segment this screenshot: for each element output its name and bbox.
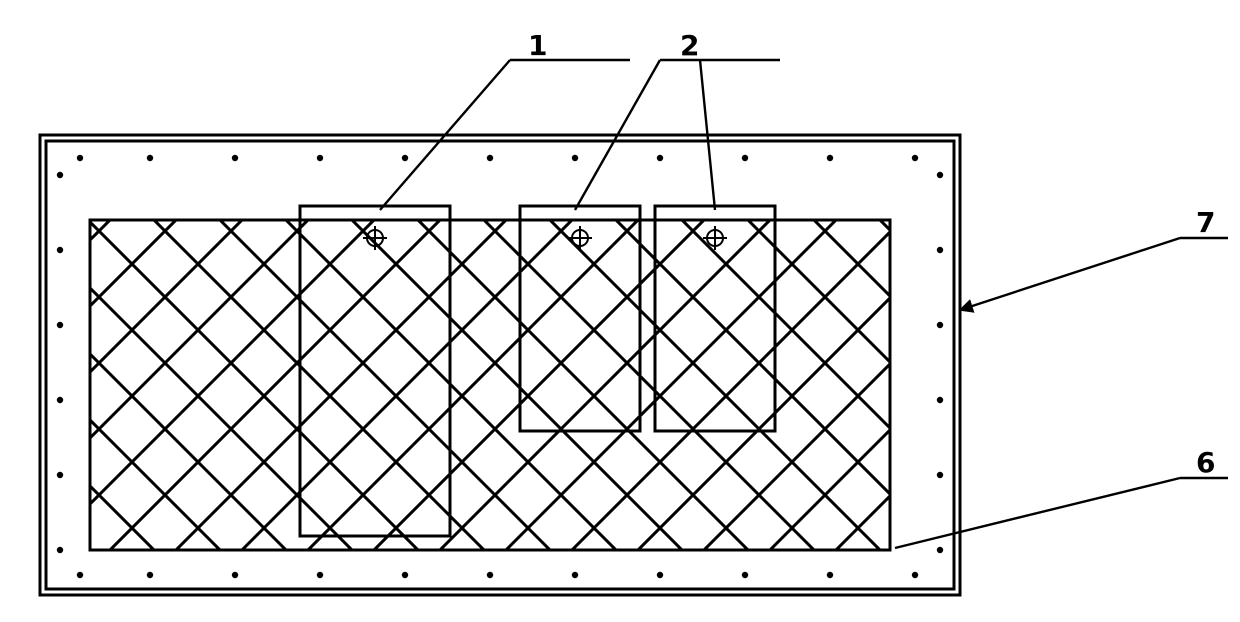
rivet-dot <box>77 155 83 161</box>
rivet-dot <box>402 572 408 578</box>
rivet-dot <box>912 155 918 161</box>
callout-label-c6: 6 <box>1196 446 1215 479</box>
rivet-dot <box>827 155 833 161</box>
rivet-dot <box>57 472 63 478</box>
technical-drawing: 1 2 7 6 <box>0 0 1240 622</box>
callout-leader <box>895 478 1180 548</box>
rivet-dot <box>317 572 323 578</box>
rivet-dot <box>77 572 83 578</box>
rivet-dot <box>937 172 943 178</box>
rivet-dot <box>232 572 238 578</box>
callout-label-c7: 7 <box>1196 206 1215 239</box>
callout-label-c1: 1 <box>528 29 547 62</box>
rivet-dot <box>147 155 153 161</box>
rivet-dot <box>657 572 663 578</box>
rivet-dot <box>937 322 943 328</box>
rivet-dot <box>232 155 238 161</box>
rivet-dot <box>912 572 918 578</box>
rivet-dot <box>487 155 493 161</box>
rivet-dot <box>402 155 408 161</box>
rivet-dot <box>57 322 63 328</box>
rivet-dot <box>317 155 323 161</box>
rivet-dot <box>57 172 63 178</box>
rivet-dot <box>572 155 578 161</box>
callout-leader <box>960 238 1180 310</box>
rivet-dot <box>937 547 943 553</box>
hatched-panel <box>90 220 890 550</box>
rivet-dot <box>657 155 663 161</box>
rivet-dot <box>937 397 943 403</box>
callout-label-c2: 2 <box>680 29 699 62</box>
rivet-dot <box>57 247 63 253</box>
rivet-dot <box>487 572 493 578</box>
rivet-dot <box>57 547 63 553</box>
rivet-dot <box>937 247 943 253</box>
rivet-dot <box>572 572 578 578</box>
rivet-dot <box>827 572 833 578</box>
rivet-dot <box>742 572 748 578</box>
rivet-dot <box>937 472 943 478</box>
rivet-dot <box>147 572 153 578</box>
rivet-dot <box>742 155 748 161</box>
rivet-dot <box>57 397 63 403</box>
